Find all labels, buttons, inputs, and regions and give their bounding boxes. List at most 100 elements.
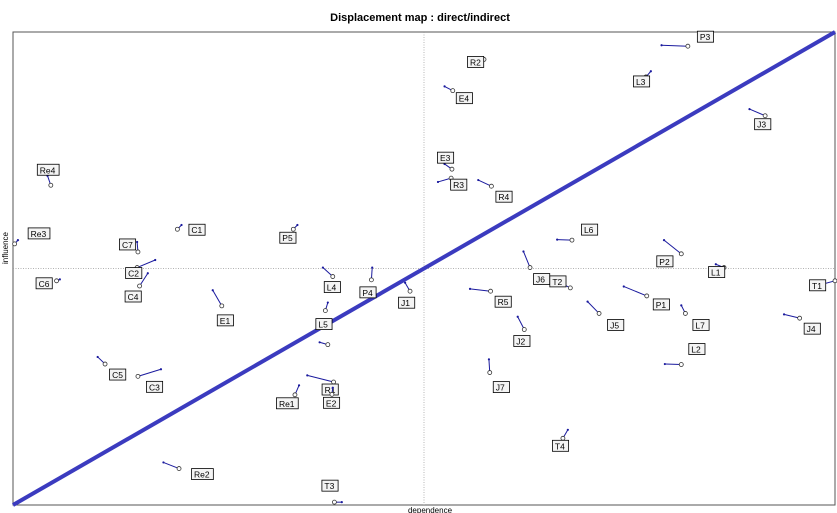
diagonal-reference-line [12,30,836,507]
data-point: C2 [125,258,157,279]
y-axis-label: influence [1,231,10,264]
point-label: L4 [327,283,337,293]
displacement-arrow [212,290,223,307]
displacement-arrow [661,44,688,47]
data-point: R1 [306,374,339,396]
indirect-position-marker [489,183,494,189]
indirect-position-marker [54,278,59,284]
indirect-position-marker [596,311,602,316]
displacement-arrow [137,368,162,377]
direct-position-dot [159,368,163,371]
point-label: J5 [610,320,619,330]
data-point: C6 [35,277,61,290]
point-label-box [323,396,341,409]
point-label: P5 [282,233,293,243]
point-label: C4 [128,292,139,302]
indirect-position-marker [331,379,336,385]
point-label: J3 [757,120,766,130]
point-label-box [549,275,567,288]
indirect-position-marker [685,43,691,49]
direct-position-dot [714,263,717,266]
data-point: R4 [477,178,513,203]
indirect-position-marker [521,327,527,332]
point-label-box [809,279,827,292]
data-point: J1 [398,281,416,309]
direct-position-dot [296,223,299,227]
point-label: J1 [401,298,410,308]
point-label-box [633,75,651,88]
direct-position-dot [162,461,165,464]
indirect-position-marker [682,311,688,316]
point-label-box [607,319,625,331]
direct-position-dot [306,374,309,377]
data-point: L3 [633,70,652,88]
point-label: L7 [695,320,705,330]
indirect-position-marker [487,370,493,375]
point-label-box [708,266,726,278]
points-layer: P3 R2 L3 E4 J3 E3 R3 R4 Re4 C1 P5 Re3 L6 C7 P2 C2 L1 J6 C6… [12,30,837,505]
direct-position-dot [516,315,519,318]
direct-position-dot [211,289,214,292]
point-label-box [455,92,473,105]
point-label: Re4 [40,165,56,175]
point-label-box [125,267,143,279]
point-label-box [36,163,60,176]
point-label-box [359,286,377,299]
point-label-box [467,56,485,68]
direct-position-dot [180,223,183,227]
point-label-box [688,343,706,355]
indirect-position-marker [832,278,837,284]
point-label-box [188,223,206,236]
data-point: Re4 [36,163,60,188]
data-point: R5 [468,287,512,308]
point-label-box [656,255,674,268]
displacement-arrow [469,288,491,292]
indirect-position-marker [449,166,455,172]
direct-position-dot [331,386,334,389]
point-label: C5 [112,370,123,380]
point-label: C6 [39,279,50,289]
direct-position-dot [436,180,440,184]
data-point: P2 [656,239,684,268]
point-label: L6 [584,225,594,235]
direct-position-dot [443,85,446,88]
point-label: C1 [191,225,202,235]
data-point: E2 [323,386,341,409]
data-point: R3 [436,175,468,191]
data-point: E4 [443,85,473,105]
indirect-position-marker [290,226,296,232]
displacement-arrow [783,313,800,319]
direct-position-dot [96,355,99,359]
point-label-box [146,380,164,393]
chart-title: Displacement map : direct/indirect [330,12,510,24]
direct-position-dot [477,178,480,182]
direct-position-dot [622,285,625,288]
indirect-position-marker [135,249,141,255]
indirect-position-marker [174,226,180,232]
data-point: J2 [513,315,531,347]
indirect-position-marker [407,288,413,294]
point-label-box [323,281,341,293]
indirect-position-marker [560,435,566,441]
data-point: T1 [809,278,837,292]
data-point: J7 [487,358,510,393]
data-point: L4 [321,266,341,293]
point-label: C2 [128,269,139,279]
data-point: L1 [708,263,727,278]
displacement-arrow [163,461,180,470]
data-point [318,341,331,348]
data-point: Re2 [162,461,214,480]
point-label-box [119,238,137,251]
point-label: P1 [656,300,667,310]
data-point: J4 [782,313,821,335]
indirect-position-marker [135,373,141,379]
point-label-box [315,318,333,330]
point-label-box [492,381,510,393]
direct-position-dot [154,258,157,262]
point-label: T4 [555,441,565,451]
direct-position-dot [136,240,139,244]
data-point: J5 [586,300,625,331]
direct-position-dot [58,278,61,281]
indirect-position-marker [678,362,684,367]
